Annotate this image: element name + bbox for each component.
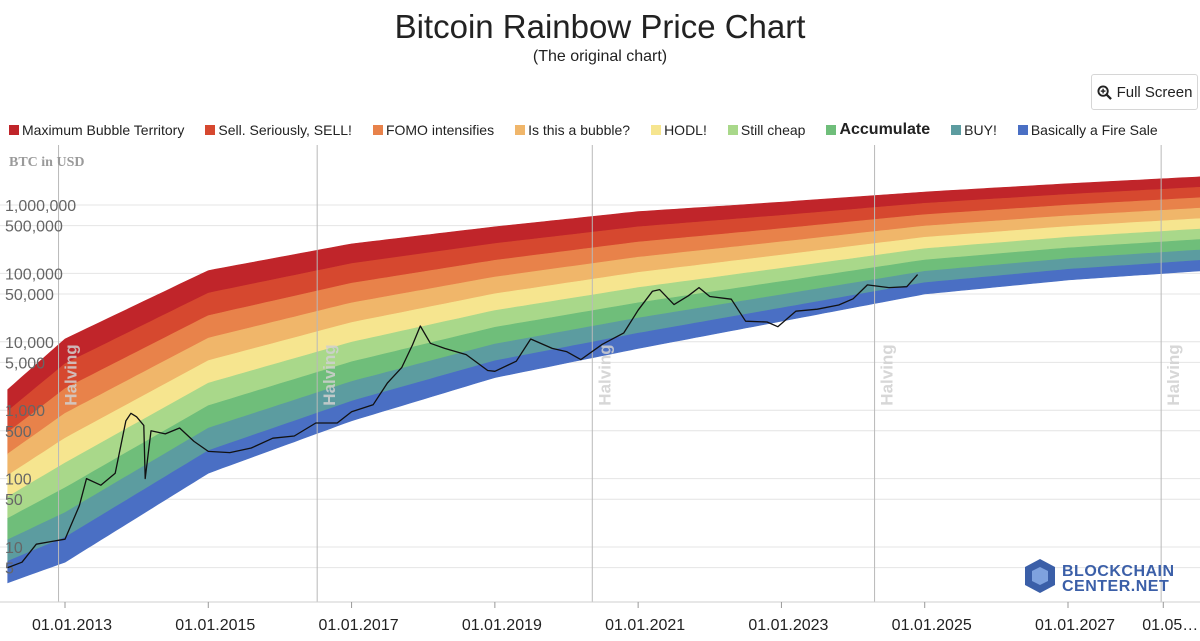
- y-axis-label: BTC in USD: [9, 155, 84, 170]
- legend-swatch: [727, 125, 738, 135]
- y-axis: 1,000,000 500,000 100,000 50,000 10,000 5,000…: [5, 155, 84, 578]
- y-tick-label: 100: [5, 472, 32, 489]
- y-tick-label: 500,000: [5, 219, 63, 236]
- legend-item[interactable]: Sell. Seriously, SELL!: [205, 122, 352, 138]
- y-tick-label: 1,000: [5, 403, 45, 420]
- legend-swatch: [951, 125, 962, 135]
- page-title: Bitcoin Rainbow Price Chart: [394, 8, 806, 45]
- rainbow-band: [7, 260, 1200, 584]
- y-tick-label: 5,000: [5, 355, 45, 372]
- legend-swatch: [205, 125, 216, 135]
- legend-swatch: [515, 125, 526, 135]
- y-tick-label: 10: [5, 540, 23, 557]
- x-tick-label: 01.01.2025: [892, 617, 972, 634]
- logo-text-top: BLOCKCHAIN: [1062, 563, 1175, 580]
- legend-item[interactable]: Is this a bubble?: [515, 122, 630, 138]
- x-tick-label: 01.01.2023: [748, 617, 828, 634]
- halvings: Halving Halving Halving Halving Halving: [58, 145, 1183, 602]
- halving-label: Halving: [1164, 344, 1183, 405]
- x-tick-label: 01.01.2021: [605, 617, 685, 634]
- cube-inner: [1032, 567, 1048, 585]
- legend-swatch: [9, 125, 19, 135]
- y-tick-label: 50,000: [5, 287, 54, 304]
- legend-label: Sell. Seriously, SELL!: [218, 122, 352, 138]
- legend-swatch: [1017, 125, 1028, 135]
- x-tick-label: 01.05…: [1142, 617, 1198, 634]
- legend-item[interactable]: BUY!: [951, 122, 997, 138]
- halving-label: Halving: [62, 344, 81, 405]
- legend-label: Is this a bubble?: [528, 122, 631, 138]
- zoom-icon: [1097, 84, 1112, 100]
- x-tick-label: 01.01.2013: [32, 617, 112, 634]
- legend-label: FOMO intensifies: [385, 122, 495, 138]
- legend-swatch: [372, 125, 383, 135]
- y-tick-label: 100,000: [5, 266, 63, 283]
- rainbow-bands: [7, 176, 1200, 584]
- y-tick-label: 1,000,000: [5, 198, 76, 215]
- legend-swatch: [651, 125, 662, 135]
- legend-item[interactable]: Basically a Fire Sale: [1017, 122, 1158, 138]
- price-line: [7, 274, 919, 569]
- y-tick-label: 50: [5, 492, 23, 509]
- legend-label: Maximum Bubble Territory: [22, 122, 185, 138]
- page-subtitle: (The original chart): [532, 48, 668, 65]
- y-tick-label: 500: [5, 424, 32, 441]
- y-tick-label: 5: [5, 561, 14, 578]
- legend: Maximum Bubble Territory Sell. Seriously,…: [9, 120, 1179, 140]
- x-tick-label: 01.01.2027: [1035, 617, 1115, 634]
- legend-label: Basically a Fire Sale: [1030, 122, 1158, 138]
- legend-item[interactable]: Still cheap: [727, 122, 806, 138]
- x-axis: 01.01.2013 01.01.2015 01.01.2017 01.01.2019…: [0, 601, 1200, 634]
- logo-text-bottom: CENTER.NET: [1062, 578, 1169, 595]
- legend-item[interactable]: Maximum Bubble Territory: [9, 122, 184, 138]
- full-screen-button[interactable]: Full Screen: [1091, 74, 1198, 110]
- legend-item[interactable]: FOMO intensifies: [372, 122, 495, 138]
- x-tick-label: 01.01.2015: [175, 617, 255, 634]
- halving-label: Halving: [595, 344, 614, 405]
- halving-label: Halving: [878, 344, 897, 405]
- halving-label: Halving: [320, 344, 339, 405]
- x-tick-label: 01.01.2017: [319, 617, 399, 634]
- legend-item[interactable]: HODL!: [651, 122, 707, 138]
- cube-icon: [1025, 559, 1055, 593]
- legend-item[interactable]: Accumulate: [826, 121, 930, 139]
- x-tick-label: 01.01.2019: [462, 617, 542, 634]
- legend-label: BUY!: [964, 122, 997, 138]
- legend-label: Still cheap: [740, 122, 806, 138]
- legend-label: Accumulate: [839, 121, 931, 138]
- legend-swatch: [826, 125, 837, 135]
- full-screen-label: Full Screen: [1116, 83, 1193, 101]
- y-tick-label: 10,000: [5, 335, 54, 352]
- legend-label: HODL!: [664, 122, 707, 138]
